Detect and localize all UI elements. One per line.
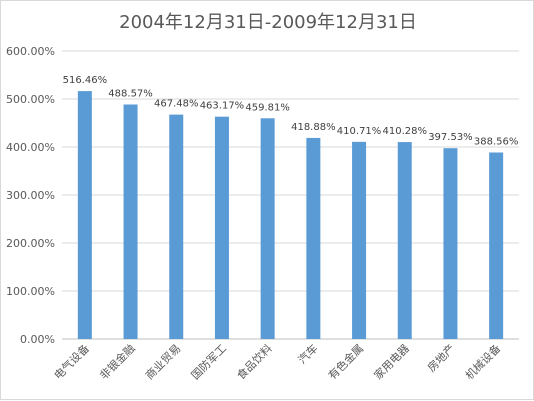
y-tick-label: 300.00% xyxy=(6,189,55,202)
x-tick-label: 机械设备 xyxy=(462,341,503,382)
y-tick-label: 600.00% xyxy=(6,45,55,58)
data-label: 488.57% xyxy=(108,88,153,99)
y-tick-label: 100.00% xyxy=(6,285,55,298)
data-label: 463.17% xyxy=(200,101,245,112)
data-label: 397.53% xyxy=(428,132,473,143)
y-tick-label: 0.00% xyxy=(20,333,55,346)
bar xyxy=(260,118,275,339)
x-tick-label: 非银金融 xyxy=(97,341,138,382)
bar xyxy=(77,91,92,339)
data-label: 516.46% xyxy=(63,75,108,86)
data-label: 459.81% xyxy=(245,102,290,113)
y-axis-ticks: 0.00% 100.00% 200.00% 300.00% 400.00% 500.00%… xyxy=(6,45,55,346)
x-tick-label: 电气设备 xyxy=(51,341,92,382)
data-label: 410.28% xyxy=(383,126,428,137)
x-tick-label: 国防军工 xyxy=(188,341,229,382)
data-label: 410.71% xyxy=(337,126,382,137)
x-tick-label: 房地产 xyxy=(424,341,457,374)
data-label: 467.48% xyxy=(154,99,199,110)
bar xyxy=(214,116,229,339)
bar xyxy=(123,104,138,340)
y-tick-label: 400.00% xyxy=(6,141,55,154)
bar xyxy=(352,141,367,339)
bars xyxy=(77,91,504,340)
bar xyxy=(306,137,321,339)
bar xyxy=(489,152,504,339)
y-tick-label: 500.00% xyxy=(6,93,55,106)
x-tick-label: 商业贸易 xyxy=(142,341,183,382)
x-tick-label: 汽车 xyxy=(295,341,320,366)
chart-title: 2004年12月31日-2009年12月31日 xyxy=(119,12,417,33)
x-axis-ticks: 电气设备 非银金融 商业贸易 国防军工 食品饮料 汽车 有色金属 家用电器 房地产 机械设备 xyxy=(51,341,503,382)
y-tick-label: 200.00% xyxy=(6,237,55,250)
data-label: 388.56% xyxy=(474,136,519,147)
bar xyxy=(397,142,412,339)
gridlines xyxy=(62,50,519,340)
data-labels: 516.46%488.57%467.48% 463.17% 459.81%418.8… xyxy=(63,75,519,147)
x-tick-label: 家用电器 xyxy=(371,341,412,382)
x-tick-label: 食品饮料 xyxy=(234,341,275,382)
bar xyxy=(169,114,184,340)
x-tick-label: 有色金属 xyxy=(325,341,366,382)
bar xyxy=(443,148,458,339)
data-label: 418.88% xyxy=(291,122,336,133)
